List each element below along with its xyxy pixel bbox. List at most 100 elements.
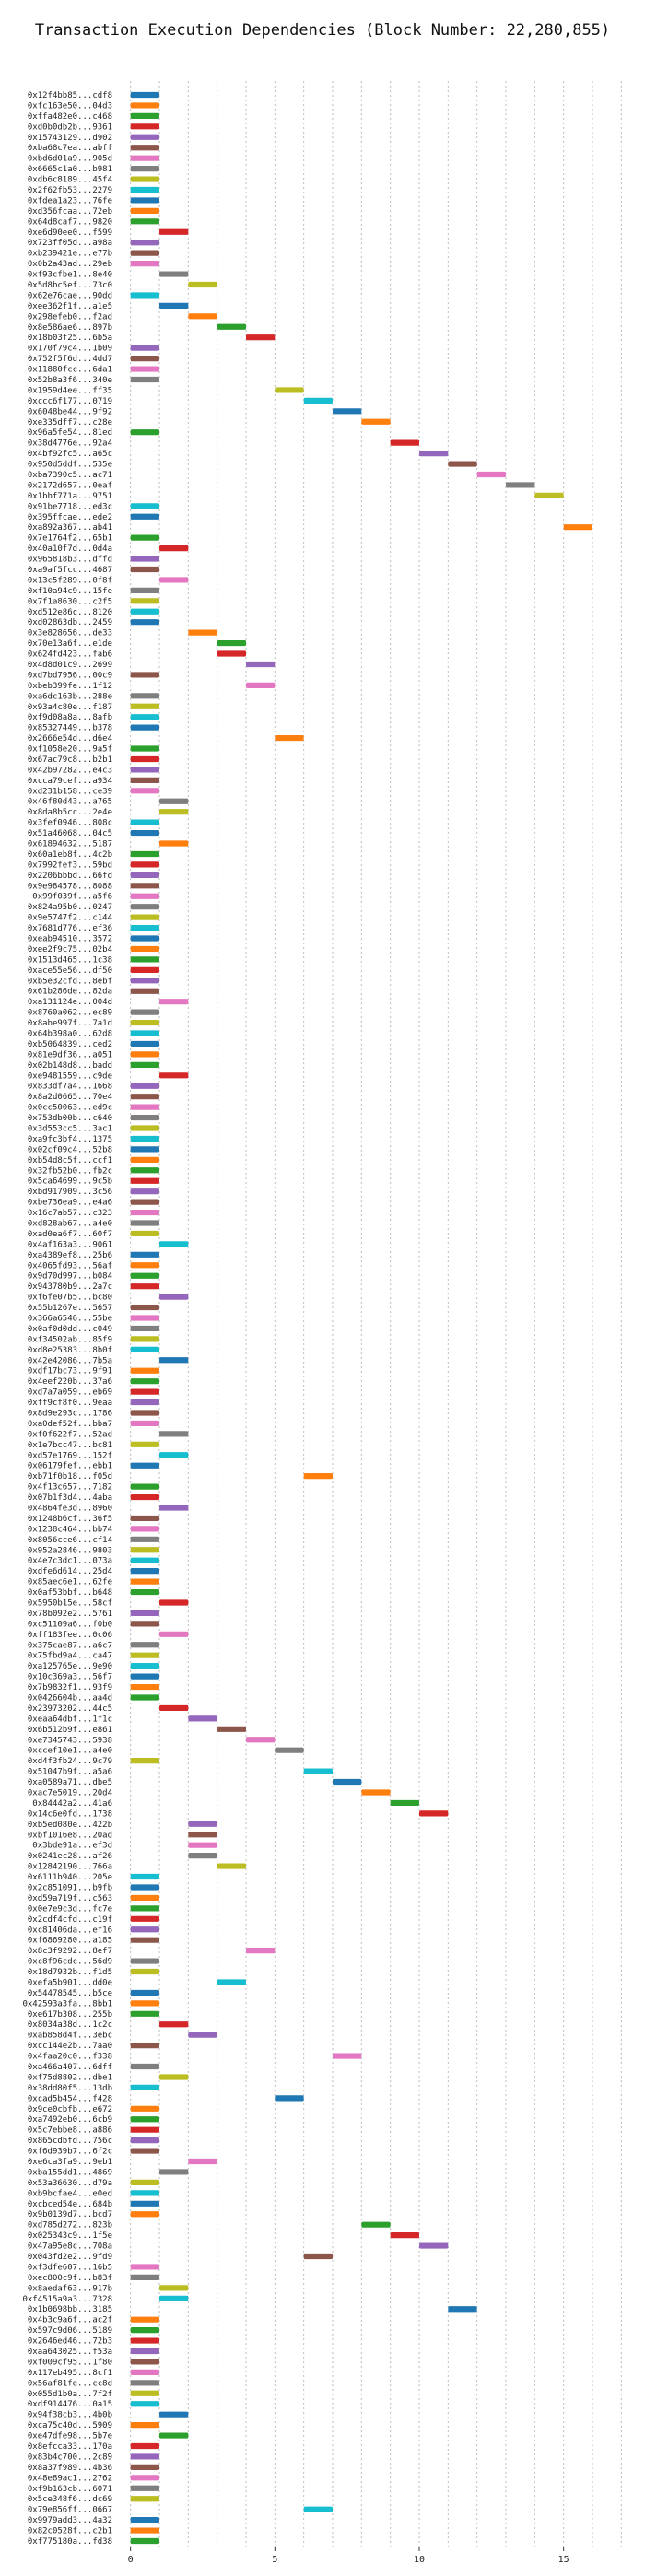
tx-label: 0x10c369a3...56f7 bbox=[28, 1673, 112, 1682]
tx-label: 0xf6fe07b5...bc80 bbox=[28, 1294, 112, 1303]
tx-bar bbox=[188, 629, 217, 636]
tx-bar bbox=[130, 1694, 159, 1701]
tx-label: 0x38dd80f5...13db bbox=[28, 2084, 112, 2093]
tx-label: 0x0241ec28...af26 bbox=[28, 1852, 112, 1861]
tx-label: 0x9d70d997...b084 bbox=[28, 1272, 112, 1282]
tx-label: 0x47a95e8c...708a bbox=[28, 2242, 112, 2252]
tx-bar bbox=[130, 2316, 159, 2323]
tx-label: 0x5c7ebbe8...a886 bbox=[28, 2126, 112, 2136]
tx-label: 0x117eb495...8cf1 bbox=[28, 2369, 112, 2378]
tx-label: 0x8da8b5cc...2e4e bbox=[28, 808, 112, 817]
tx-label: 0xa0589a71...dbe5 bbox=[28, 1778, 112, 1787]
tx-bar bbox=[130, 872, 159, 878]
tx-bar bbox=[159, 798, 189, 804]
tx-bar bbox=[130, 1673, 159, 1680]
tx-label: 0x375cae87...a6c7 bbox=[28, 1641, 112, 1650]
tx-bar bbox=[130, 186, 159, 193]
tx-bar bbox=[130, 1199, 159, 1205]
tx-bar bbox=[130, 1873, 159, 1880]
tx-bar bbox=[130, 2359, 159, 2365]
tx-bar bbox=[130, 755, 159, 763]
tx-bar bbox=[159, 1357, 189, 1364]
tx-bar bbox=[130, 1557, 159, 1563]
tx-bar bbox=[159, 1294, 189, 1300]
tx-bar bbox=[159, 2021, 189, 2028]
tx-bar bbox=[361, 1789, 391, 1796]
tx-bar bbox=[130, 1958, 159, 1964]
tx-label: 0x3fef0946...808c bbox=[28, 819, 112, 828]
tx-bar bbox=[130, 2327, 159, 2334]
tx-bar bbox=[130, 1884, 159, 1891]
tx-label: 0x2206bbbd...66fd bbox=[28, 872, 112, 881]
tx-bar bbox=[130, 608, 159, 615]
tx-bar bbox=[130, 1758, 159, 1764]
tx-bar bbox=[130, 1061, 159, 1068]
tx-bar bbox=[130, 693, 159, 699]
tx-label: 0x07b1f3d4...4aba bbox=[28, 1493, 112, 1503]
tx-bar bbox=[130, 1040, 159, 1048]
tx-label: 0x48e89ac1...2762 bbox=[28, 2474, 112, 2483]
tx-label: 0x75fbd9a4...ca47 bbox=[28, 1652, 112, 1661]
tx-label: 0x5ce348f6...dc69 bbox=[28, 2495, 112, 2504]
tx-bar bbox=[159, 840, 189, 847]
tx-label: 0xff183fee...0c06 bbox=[28, 1631, 112, 1640]
tx-label: 0xba7390c5...ac71 bbox=[28, 471, 112, 480]
tx-bar bbox=[303, 2506, 333, 2512]
tx-label: 0x60a1eb8f...4c2b bbox=[28, 850, 112, 860]
tx-bar bbox=[159, 2074, 189, 2080]
tx-bar bbox=[130, 2422, 159, 2429]
tx-bar bbox=[130, 767, 159, 773]
tx-bar bbox=[419, 1810, 449, 1817]
tx-label: 0xe617b308...255b bbox=[28, 2010, 112, 2020]
tx-label: 0x40a10f7d...0d4a bbox=[28, 544, 112, 554]
tx-bar bbox=[130, 1378, 159, 1385]
tx-label: 0x025343c9...1f5e bbox=[28, 2231, 112, 2241]
tx-label: 0x0e7e9c3d...fc7e bbox=[28, 1904, 112, 1914]
tx-bar bbox=[130, 102, 159, 109]
tx-label: 0x7681d776...ef36 bbox=[28, 924, 112, 933]
tx-label: 0x5950b15e...58cf bbox=[28, 1598, 112, 1608]
tx-bar bbox=[130, 2043, 159, 2049]
tx-label: 0xeab94510...3572 bbox=[28, 935, 112, 944]
tx-label: 0x6665c1a0...b981 bbox=[28, 165, 112, 174]
tx-label: 0x1513d465...1c38 bbox=[28, 955, 112, 965]
tx-bar bbox=[130, 345, 159, 351]
tx-label: 0x952a2846...9803 bbox=[28, 1546, 112, 1555]
tx-bar bbox=[159, 1505, 189, 1511]
tx-bar bbox=[130, 1104, 159, 1110]
tx-label: 0x85327449...b378 bbox=[28, 724, 112, 733]
tx-label: 0xccef10e1...a4e0 bbox=[28, 1747, 112, 1756]
tx-bar bbox=[506, 482, 535, 488]
tx-bar bbox=[275, 387, 304, 393]
tx-label: 0xcca79cef...a934 bbox=[28, 777, 112, 786]
tx-label: 0x5d8bc5ef...73c0 bbox=[28, 281, 112, 290]
tx-label: 0x723ff05d...a98a bbox=[28, 239, 112, 248]
tx-label: 0xb54d8c5f...ccf1 bbox=[28, 1156, 112, 1165]
tx-bar bbox=[159, 999, 189, 1005]
tx-bar bbox=[130, 1663, 159, 1669]
tx-label: 0x93a4c80e...f187 bbox=[28, 703, 112, 712]
tx-label: 0xee362f1f...a1e5 bbox=[28, 302, 112, 311]
tx-bar bbox=[130, 966, 159, 973]
tx-bar bbox=[333, 408, 362, 415]
tx-label: 0xf34502ab...85f9 bbox=[28, 1335, 112, 1344]
tx-label: 0x3bde91a...ef3d bbox=[32, 1842, 112, 1851]
tx-label: 0xf1058e20...9a5f bbox=[28, 745, 112, 755]
tx-bar bbox=[130, 2348, 159, 2355]
tx-bar bbox=[130, 250, 159, 256]
tx-label: 0x53a36630...d79a bbox=[28, 2179, 112, 2188]
tx-label: 0xd7bd7956...00c9 bbox=[28, 671, 112, 680]
tx-label: 0xd02863db...2459 bbox=[28, 618, 112, 627]
tx-bar bbox=[130, 988, 159, 994]
tx-label: 0xee2f9c75...02b4 bbox=[28, 945, 112, 954]
tx-label: 0xf6d939b7...6f2c bbox=[28, 2148, 112, 2157]
tx-label: 0x64b398a0...62d8 bbox=[28, 1030, 112, 1039]
tx-label: 0xdfe6d614...25d4 bbox=[28, 1567, 112, 1576]
tx-bar bbox=[476, 471, 506, 478]
tx-label: 0x7e1764f2...65b1 bbox=[28, 534, 112, 544]
tx-label: 0x11880fcc...6da1 bbox=[28, 366, 112, 375]
tx-bar bbox=[130, 123, 159, 130]
tx-bar bbox=[275, 1747, 304, 1753]
tx-label: 0x52b8a3f6...340e bbox=[28, 376, 112, 385]
